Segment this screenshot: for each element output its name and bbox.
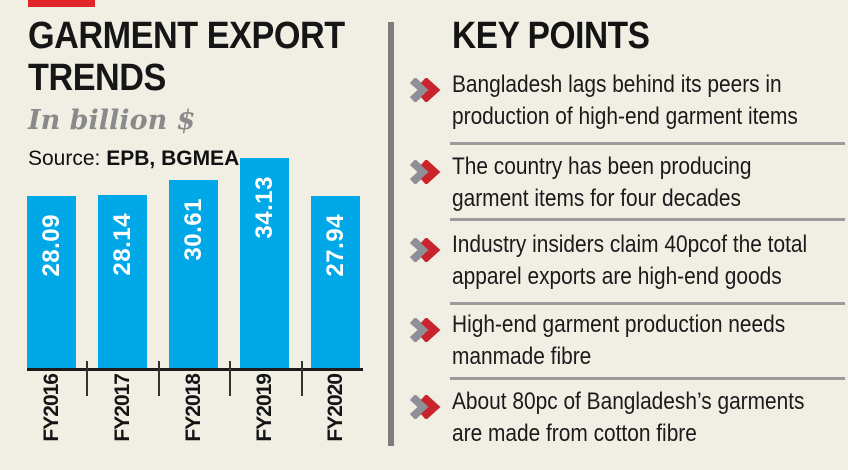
- key-point-text-line: are made from cotton fibre: [452, 420, 697, 447]
- key-point-item: Industry insiders claim 40pcof the total…: [452, 229, 808, 293]
- key-point-separator: [450, 302, 845, 305]
- x-axis-label: FY2020: [323, 374, 347, 442]
- key-point-item: About 80pc of Bangladesh’s garments are …: [452, 386, 805, 450]
- double-chevron-right-icon: [409, 78, 441, 102]
- axis-tick: [86, 361, 88, 396]
- key-point-text-line: High-end garment production needs: [452, 311, 786, 338]
- key-point-text-line: manmade fibre: [452, 343, 592, 370]
- bar: 27.94: [311, 196, 360, 370]
- bar-value-label: 28.09: [37, 213, 65, 277]
- x-axis-line: [27, 368, 363, 371]
- key-point-separator: [450, 142, 845, 145]
- chart-source: Source: EPB, BGMEA: [28, 147, 239, 171]
- x-axis-label-cell: FY2018: [169, 374, 218, 452]
- chart-title: GARMENT EXPORT TRENDS: [28, 15, 345, 99]
- key-point-separator: [450, 377, 845, 380]
- key-point-text-line: The country has been producing: [452, 153, 752, 180]
- source-value: EPB, BGMEA: [106, 147, 240, 170]
- key-point-text-line: production of high-end garment items: [452, 103, 798, 130]
- x-axis-label-cell: FY2016: [27, 374, 76, 452]
- key-point-text-line: Bangladesh lags behind its peers in: [452, 71, 782, 98]
- key-point-separator: [450, 218, 845, 221]
- double-chevron-right-icon: [409, 318, 441, 342]
- key-point-text-line: garment items for four decades: [452, 185, 741, 212]
- key-points-heading: KEY POINTS: [452, 15, 650, 57]
- key-point-text-line: apparel exports are high-end goods: [452, 263, 782, 290]
- axis-tick: [158, 361, 160, 396]
- x-axis-label-cell: FY2020: [311, 374, 360, 452]
- key-point-item: The country has been producing garment i…: [452, 151, 800, 215]
- x-axis-label: FY2016: [39, 374, 63, 442]
- x-axis-label: FY2017: [110, 374, 134, 442]
- bar-value-label: 30.61: [179, 197, 207, 261]
- panel-divider: [388, 22, 394, 446]
- x-axis-label: FY2018: [181, 374, 205, 442]
- red-accent-dash: [28, 0, 95, 7]
- key-point-text-line: Industry insiders claim 40pcof the total: [452, 231, 808, 258]
- bar-value-label: 27.94: [321, 214, 349, 277]
- x-axis-label-cell: FY2019: [240, 374, 289, 452]
- x-axis-label: FY2019: [252, 374, 276, 442]
- key-point-item: Bangladesh lags behind its peers in prod…: [452, 69, 800, 133]
- double-chevron-right-icon: [409, 160, 441, 184]
- bar: 28.14: [98, 195, 147, 370]
- axis-tick: [229, 361, 231, 396]
- x-axis-labels: FY2016 FY2017 FY2018 FY2019 FY2020: [27, 374, 367, 452]
- bar: 30.61: [169, 179, 218, 370]
- bar-value-label: 34.13: [250, 176, 278, 239]
- axis-tick: [301, 361, 303, 396]
- x-axis-label-cell: FY2017: [98, 374, 147, 452]
- double-chevron-right-icon: [409, 238, 441, 262]
- bar-chart: 28.09 28.14 30.61 34.13 27.94: [27, 158, 367, 370]
- chart-unit-label: In billion $: [28, 105, 196, 136]
- bar: 34.13: [240, 158, 289, 370]
- source-label: Source:: [28, 147, 101, 170]
- key-point-text-line: About 80pc of Bangladesh’s garments: [452, 388, 805, 415]
- key-point-item: High-end garment production needs manmad…: [452, 309, 800, 373]
- bar: 28.09: [27, 195, 76, 370]
- chart-title-line-1: GARMENT EXPORT: [28, 15, 345, 57]
- bar-value-label: 28.14: [108, 213, 136, 276]
- double-chevron-right-icon: [409, 395, 441, 419]
- chart-title-line-2: TRENDS: [28, 57, 166, 99]
